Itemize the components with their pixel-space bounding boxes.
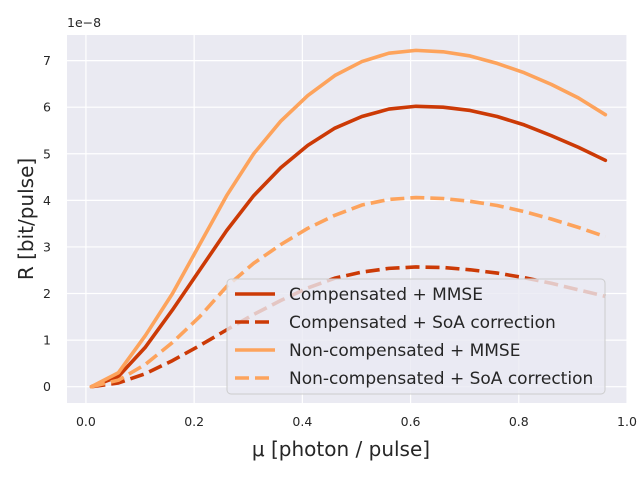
legend-box bbox=[226, 278, 606, 395]
x-tick-label: 0.8 bbox=[509, 414, 529, 429]
series-line-2 bbox=[91, 265, 606, 389]
x-axis-label: μ [photon / pulse] bbox=[252, 437, 430, 461]
tick-labels: 0.0 0.2 0.4 0.6 0.8 1.0 0 1 2 3 4 5 6 7 bbox=[43, 53, 637, 429]
x-tick-label: 0.4 bbox=[292, 414, 312, 429]
y-tick-label: 2 bbox=[43, 286, 51, 301]
y-tick-label: 1 bbox=[43, 333, 51, 348]
y-tick-label: 7 bbox=[43, 53, 51, 68]
legend-label: Non-compensated + MMSE bbox=[289, 341, 520, 361]
x-tick-label: 0.2 bbox=[184, 414, 204, 429]
series-line-1 bbox=[89, 104, 608, 389]
series-line-4 bbox=[90, 195, 606, 389]
grid-lines bbox=[67, 35, 628, 403]
legend-label: Compensated + SoA correction bbox=[289, 313, 556, 333]
legend-label: Non-compensated + SoA correction bbox=[289, 369, 593, 389]
y-axis-label: R [bit/pulse] bbox=[14, 158, 38, 280]
y-tick-label: 3 bbox=[43, 239, 51, 254]
legend-label: Compensated + MMSE bbox=[289, 285, 483, 305]
series-line-3 bbox=[89, 48, 608, 389]
x-tick-label: 0.0 bbox=[76, 414, 96, 429]
y-tick-label: 5 bbox=[43, 146, 51, 161]
series-lines bbox=[89, 48, 608, 389]
legend: Compensated + MMSE Compensated + SoA corr… bbox=[226, 278, 606, 395]
x-tick-label: 1.0 bbox=[617, 414, 637, 429]
y-tick-label: 4 bbox=[43, 193, 51, 208]
y-offset-label: 1e−8 bbox=[67, 15, 101, 30]
y-tick-label: 0 bbox=[43, 379, 51, 394]
x-tick-label: 0.6 bbox=[401, 414, 421, 429]
y-tick-label: 6 bbox=[43, 100, 51, 115]
